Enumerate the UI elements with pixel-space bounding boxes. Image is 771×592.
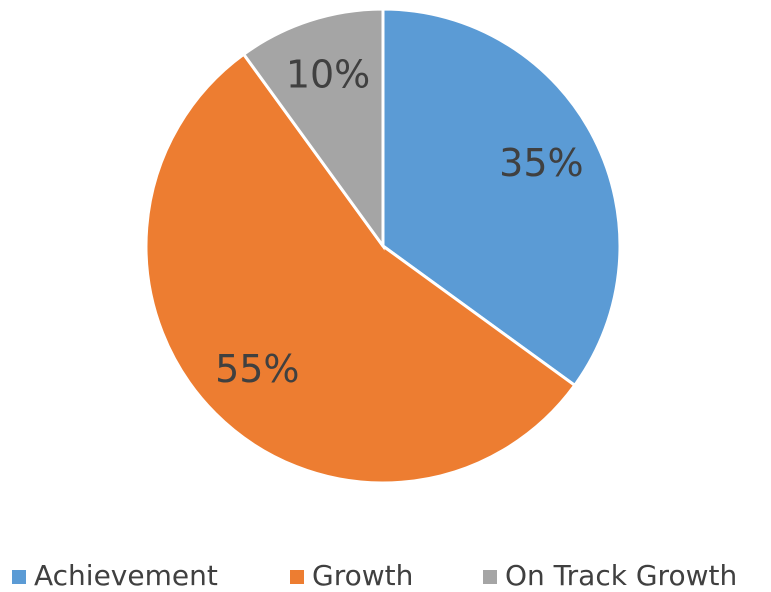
legend-swatch	[483, 570, 497, 584]
legend-label: On Track Growth	[505, 559, 737, 592]
value-label: 55%	[215, 347, 299, 391]
legend-swatch	[290, 570, 304, 584]
value-label: 35%	[499, 141, 583, 185]
value-label: 10%	[286, 52, 370, 96]
pie-slice	[144, 52, 577, 485]
legend-label: Achievement	[34, 559, 218, 592]
legend-label: Growth	[312, 559, 413, 592]
pie-slice	[241, 7, 385, 251]
pie-slice	[381, 7, 622, 388]
legend-swatch	[12, 570, 26, 584]
